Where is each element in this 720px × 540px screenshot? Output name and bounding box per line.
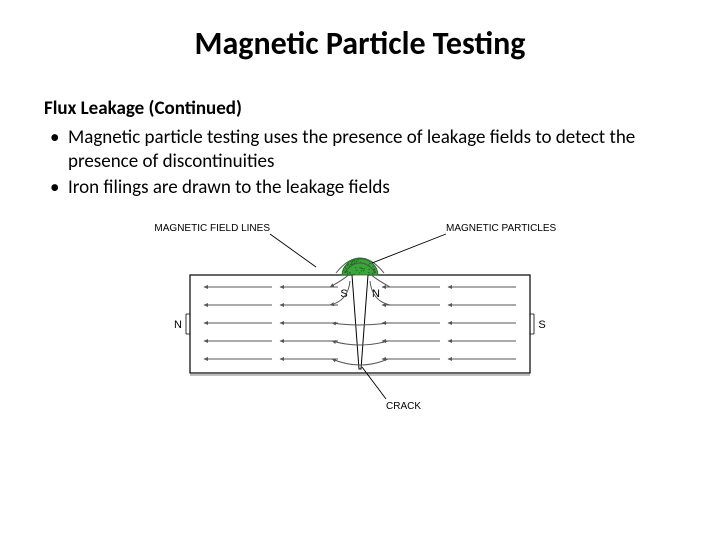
subtitle: Flux Leakage (Continued) — [0, 63, 720, 120]
particles-label: MAGNETIC PARTICLES — [446, 223, 557, 234]
list-item: Magnetic particle testing uses the prese… — [44, 126, 680, 174]
crack-label: CRACK — [386, 401, 421, 412]
left-pole-label: N — [174, 319, 182, 331]
svg-text:N: N — [372, 288, 380, 300]
flux-leakage-diagram: NSSNMAGNETIC FIELD LINESMAGNETIC PARTICL… — [150, 213, 570, 423]
diagram-container: NSSNMAGNETIC FIELD LINESMAGNETIC PARTICL… — [0, 213, 720, 423]
right-pole-label: S — [538, 319, 545, 331]
bullet-list: Magnetic particle testing uses the prese… — [0, 120, 720, 199]
page-title: Magnetic Particle Testing — [0, 0, 720, 63]
fieldLines-label: MAGNETIC FIELD LINES — [154, 223, 270, 234]
list-item: Iron filings are drawn to the leakage fi… — [44, 176, 680, 200]
